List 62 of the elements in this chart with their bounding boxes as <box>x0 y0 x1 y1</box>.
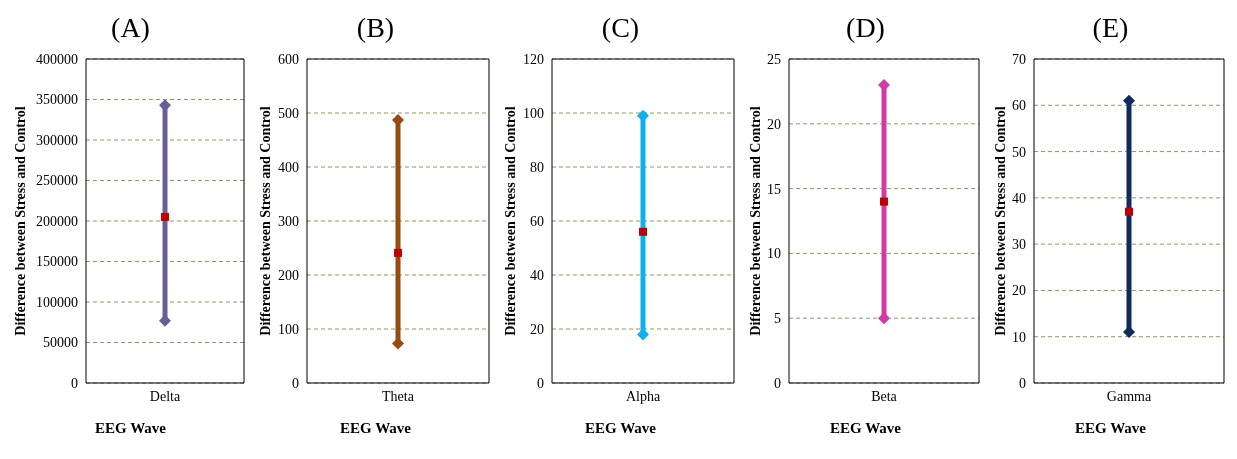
y-tick-label: 600 <box>278 51 299 67</box>
y-tick-label: 0 <box>292 375 299 391</box>
y-tick-label: 20 <box>1012 283 1026 299</box>
y-tick-label: 120 <box>523 51 544 67</box>
x-axis-title: EEG Wave <box>585 420 656 437</box>
y-tick-label: 60 <box>530 213 544 229</box>
y-tick-label: 400 <box>278 159 299 175</box>
x-tick-label: Theta <box>382 388 415 404</box>
y-tick-label: 100 <box>278 321 299 337</box>
y-tick-label: 0 <box>774 375 781 391</box>
chart-title: (B) <box>356 11 395 45</box>
y-axis-title: Difference between Stress and Control <box>12 106 28 336</box>
point <box>394 248 402 257</box>
y-tick-label: 350000 <box>36 92 78 108</box>
x-tick-label: Gamma <box>1106 388 1152 404</box>
chart-title: (D) <box>846 11 885 45</box>
y-tick-label: 400000 <box>36 51 78 67</box>
x-tick-label: Delta <box>149 388 181 404</box>
y-tick-label: 30 <box>1012 237 1026 253</box>
y-tick-label: 0 <box>537 375 544 391</box>
y-tick-label: 60 <box>1012 98 1026 114</box>
x-tick-label: Alpha <box>625 388 661 404</box>
y-tick-label: 80 <box>530 159 544 175</box>
x-axis-title: EEG Wave <box>830 420 901 437</box>
y-tick-label: 150000 <box>36 254 78 270</box>
y-axis-title: Difference between Stress and Control <box>502 106 518 336</box>
y-tick-label: 20 <box>530 321 544 337</box>
y-tick-label: 500 <box>278 105 299 121</box>
x-axis-title: EEG Wave <box>95 420 166 437</box>
y-tick-label: 50 <box>1012 144 1026 160</box>
y-tick-label: 0 <box>1019 375 1026 391</box>
y-tick-label: 50000 <box>43 335 78 351</box>
y-tick-label: 0 <box>71 375 78 391</box>
y-tick-label: 70 <box>1012 51 1026 67</box>
y-tick-label: 40 <box>1012 190 1026 206</box>
y-tick-label: 10 <box>767 246 781 262</box>
y-axis-title: Difference between Stress and Control <box>747 106 763 336</box>
y-tick-label: 15 <box>767 181 781 197</box>
x-axis-title: EEG Wave <box>1075 420 1146 437</box>
y-tick-label: 100 <box>523 105 544 121</box>
point <box>639 227 647 236</box>
x-tick-label: Beta <box>871 388 898 404</box>
point <box>880 197 888 206</box>
y-tick-label: 100000 <box>36 294 78 310</box>
y-tick-label: 200 <box>278 267 299 283</box>
x-axis-title: EEG Wave <box>340 420 411 437</box>
y-tick-label: 10 <box>1012 329 1026 345</box>
point <box>1125 207 1133 216</box>
y-tick-label: 40 <box>530 267 544 283</box>
y-tick-label: 25 <box>767 51 781 67</box>
chart-title: (A) <box>111 11 150 45</box>
chart-title: (C) <box>601 11 640 45</box>
y-tick-label: 20 <box>767 116 781 132</box>
point <box>161 212 169 221</box>
y-tick-label: 200000 <box>36 213 78 229</box>
chart-title: (E) <box>1092 11 1129 45</box>
y-tick-label: 250000 <box>36 173 78 189</box>
y-axis-title: Difference between Stress and Control <box>257 106 273 336</box>
y-tick-label: 300 <box>278 213 299 229</box>
y-tick-label: 5 <box>774 311 781 327</box>
y-axis-title: Difference between Stress and Control <box>992 106 1008 336</box>
y-tick-label: 300000 <box>36 132 78 148</box>
